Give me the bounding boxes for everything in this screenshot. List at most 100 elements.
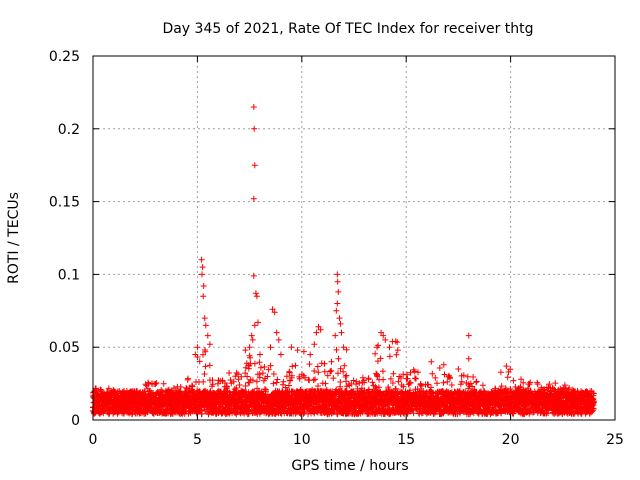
data-point <box>411 368 418 375</box>
data-point <box>246 379 253 386</box>
data-point <box>267 362 274 369</box>
data-point <box>432 374 439 381</box>
data-point <box>321 368 328 375</box>
data-point <box>390 370 397 377</box>
data-point <box>238 373 245 380</box>
data-point <box>441 371 448 378</box>
data-point <box>407 369 414 376</box>
data-point <box>160 380 167 387</box>
data-point <box>379 368 386 375</box>
data-point <box>372 350 379 357</box>
data-point <box>343 346 350 353</box>
data-point <box>202 363 209 370</box>
data-point <box>447 375 453 382</box>
data-point <box>429 370 436 377</box>
data-point <box>498 383 505 390</box>
data-point <box>328 358 335 365</box>
data-point <box>385 386 392 393</box>
data-point <box>343 378 350 385</box>
data-point <box>200 351 206 358</box>
data-point <box>222 380 228 386</box>
data-point <box>249 377 256 384</box>
data-point <box>236 382 243 388</box>
data-point <box>324 372 331 379</box>
data-point <box>467 380 474 387</box>
data-point <box>534 381 541 388</box>
data-point <box>393 351 400 358</box>
data-point <box>479 382 486 389</box>
data-point <box>361 379 368 386</box>
data-point <box>242 370 249 377</box>
data-point <box>350 377 357 384</box>
data-point <box>321 360 328 367</box>
data-point <box>444 378 451 385</box>
data-point <box>227 377 234 383</box>
data-point <box>333 346 340 353</box>
data-point <box>286 369 293 376</box>
data-point <box>365 375 372 382</box>
data-point <box>251 360 258 367</box>
data-point <box>510 377 517 384</box>
data-point <box>198 410 205 417</box>
data-point <box>374 358 381 365</box>
data-point <box>404 375 411 382</box>
data-point <box>337 379 344 385</box>
data-point <box>369 379 376 386</box>
data-point <box>153 380 160 386</box>
data-point <box>387 375 394 382</box>
grid-lines <box>93 56 615 420</box>
data-point <box>428 384 434 391</box>
data-point <box>473 378 480 385</box>
chart-title: Day 345 of 2021, Rate Of TEC Index for r… <box>162 21 533 37</box>
data-point <box>261 364 268 370</box>
data-point <box>201 371 208 377</box>
data-point <box>504 374 511 381</box>
data-point <box>206 362 213 369</box>
data-point <box>354 385 361 392</box>
data-point <box>189 383 196 390</box>
data-point <box>315 369 322 376</box>
data-point <box>552 380 559 387</box>
data-point <box>244 373 251 380</box>
data-point <box>440 361 447 368</box>
data-point <box>464 373 471 380</box>
data-point <box>302 374 308 381</box>
data-point <box>270 380 277 387</box>
data-point <box>377 355 384 362</box>
data-point <box>392 385 399 392</box>
data-point <box>141 388 148 395</box>
data-point <box>359 374 366 381</box>
data-point <box>335 355 342 362</box>
data-point <box>185 375 191 382</box>
data-point <box>289 363 296 370</box>
data-point <box>226 370 233 376</box>
data-point <box>425 381 432 388</box>
data-point <box>262 386 269 393</box>
data-point <box>264 373 271 380</box>
data-point <box>337 365 344 372</box>
data-point <box>386 353 393 360</box>
data-point <box>434 380 440 387</box>
data-point <box>410 410 417 417</box>
data-point <box>312 376 318 383</box>
data-point <box>341 362 348 369</box>
data-point <box>394 339 401 346</box>
data-point <box>458 378 465 385</box>
data-point <box>497 369 504 376</box>
data-point <box>273 379 280 386</box>
data-point <box>340 368 347 375</box>
data-point <box>296 375 303 382</box>
data-point <box>448 382 455 388</box>
data-point <box>253 378 260 385</box>
data-point <box>374 373 381 380</box>
data-point <box>247 354 254 361</box>
data-point <box>395 378 402 385</box>
data-point <box>202 348 209 355</box>
data-point <box>235 371 242 378</box>
data-point <box>152 381 159 387</box>
data-point <box>328 367 335 374</box>
data-point <box>343 372 350 379</box>
data-point <box>520 379 527 386</box>
data-point <box>562 385 569 392</box>
